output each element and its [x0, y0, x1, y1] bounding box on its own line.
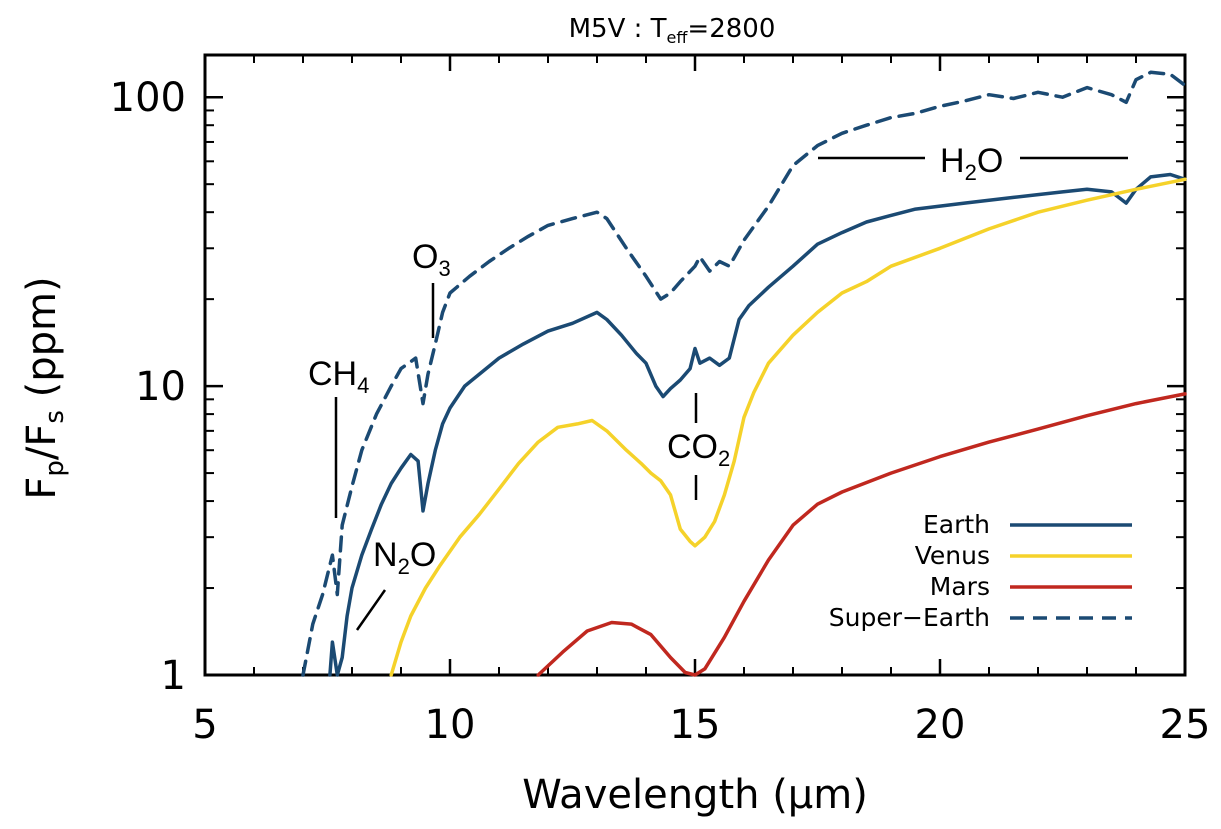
legend: Earth Venus Mars Super−Earth	[829, 510, 1132, 632]
y-tick-label: 100	[110, 75, 186, 121]
series-line-mars	[536, 392, 1187, 677]
legend-label-venus: Venus	[915, 541, 990, 570]
x-axis-label: Wavelength (μm)	[522, 772, 868, 818]
axis-ticks: 5 10 15 20 25 1 10 100	[110, 55, 1211, 748]
series-line-venus	[389, 177, 1187, 677]
x-tick-label: 20	[915, 702, 966, 748]
x-tick-label: 15	[670, 702, 721, 748]
ch4-label: CH4	[308, 355, 369, 398]
x-tick-label: 10	[425, 702, 476, 748]
series-line-super-earth	[301, 70, 1187, 677]
y-tick-label: 10	[135, 364, 186, 410]
series-lines	[301, 70, 1187, 677]
molecule-annotations: CH4 O3 N2O CO2 H2O	[308, 142, 1128, 631]
legend-label-super-earth: Super−Earth	[829, 603, 990, 632]
co2-label: CO2	[667, 428, 730, 471]
n2o-label: N2O	[373, 536, 436, 579]
series-line-earth	[328, 172, 1187, 677]
y-tick-label: 1	[161, 653, 186, 699]
n2o-pointer	[355, 589, 387, 631]
x-tick-label: 5	[192, 702, 217, 748]
o3-label: O3	[412, 238, 451, 281]
legend-label-earth: Earth	[923, 510, 990, 539]
chart-title: M5V : Teff=2800	[569, 14, 776, 47]
legend-label-mars: Mars	[930, 572, 990, 601]
y-axis-label: Fp/Fs (ppm)	[19, 276, 70, 499]
h2o-label: H2O	[940, 142, 1003, 185]
x-tick-label: 25	[1160, 702, 1211, 748]
